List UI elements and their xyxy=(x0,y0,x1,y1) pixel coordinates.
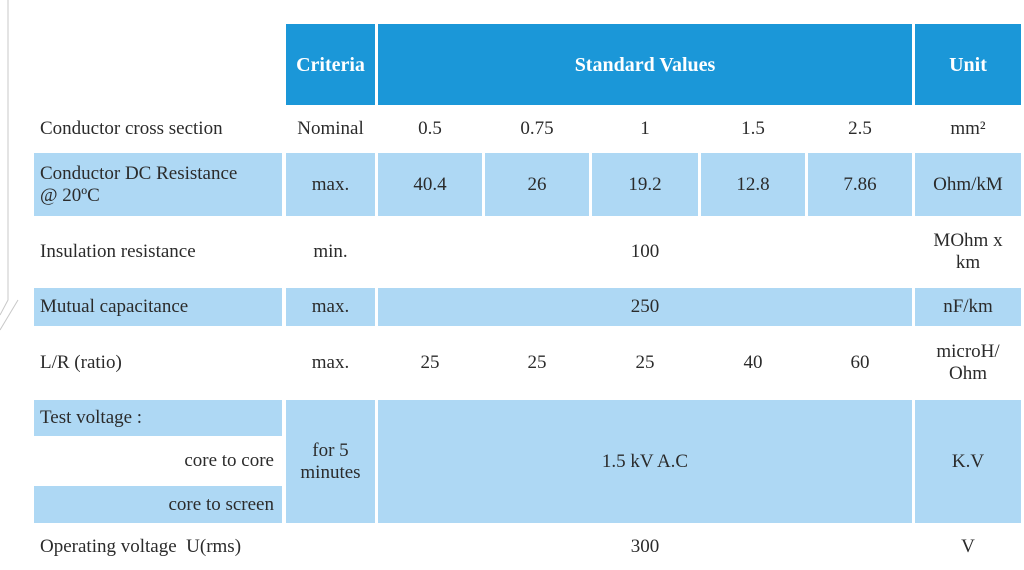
value-test-voltage: 1.5 kV A.C xyxy=(378,400,912,523)
value-cross-section-3: 1 xyxy=(640,118,650,139)
criteria-lr-ratio: max. xyxy=(311,352,350,373)
header-standard-values: Standard Values xyxy=(378,24,912,105)
unit-capacitance: nF/km xyxy=(915,288,1021,326)
unit-insulation: MOhm x km xyxy=(933,230,1003,273)
value-cross-section-2: 0.75 xyxy=(520,118,554,139)
value-operating-voltage: 300 xyxy=(630,536,660,557)
page-edge-decoration xyxy=(0,0,19,331)
row-label-insulation: Insulation resistance xyxy=(40,241,196,262)
criteria-test-voltage: for 5 minutes xyxy=(286,400,375,523)
value-cross-section-5: 2.5 xyxy=(848,118,872,139)
value-capacitance: 250 xyxy=(378,288,912,326)
value-lr-ratio-3: 25 xyxy=(635,352,655,373)
criteria-dc-resistance: max. xyxy=(286,153,375,216)
header-criteria: Criteria xyxy=(286,24,375,105)
value-lr-ratio-4: 40 xyxy=(743,352,763,373)
unit-operating-voltage: V xyxy=(961,536,975,557)
value-cross-section-1: 0.5 xyxy=(418,118,442,139)
value-dc-resistance-3: 19.2 xyxy=(592,153,698,216)
row-label-test-voltage: Test voltage : xyxy=(34,400,282,436)
unit-test-voltage: K.V xyxy=(915,400,1021,523)
value-lr-ratio-2: 25 xyxy=(527,352,547,373)
row-label-core-to-core: core to core xyxy=(184,450,274,471)
unit-cross-section: mm² xyxy=(950,118,986,139)
value-insulation: 100 xyxy=(630,241,660,262)
unit-dc-resistance: Ohm/kM xyxy=(915,153,1021,216)
criteria-cross-section: Nominal xyxy=(297,118,364,139)
row-label-capacitance: Mutual capacitance xyxy=(34,288,282,326)
header-unit: Unit xyxy=(915,24,1021,105)
value-dc-resistance-2: 26 xyxy=(485,153,589,216)
criteria-capacitance: max. xyxy=(286,288,375,326)
row-label-core-to-screen: core to screen xyxy=(34,486,282,523)
row-label-operating-voltage: Operating voltage U(rms) xyxy=(40,536,242,557)
value-dc-resistance-1: 40.4 xyxy=(378,153,482,216)
value-dc-resistance-5: 7.86 xyxy=(808,153,912,216)
criteria-insulation: min. xyxy=(313,241,348,262)
value-lr-ratio-1: 25 xyxy=(420,352,440,373)
row-label-lr-ratio: L/R (ratio) xyxy=(40,352,122,373)
row-label-cross-section: Conductor cross section xyxy=(40,118,223,139)
row-label-dc-resistance: Conductor DC Resistance @ 20ºC xyxy=(34,153,282,216)
unit-lr-ratio: microH/Ohm xyxy=(936,341,1000,384)
value-dc-resistance-4: 12.8 xyxy=(701,153,805,216)
value-cross-section-4: 1.5 xyxy=(741,118,765,139)
value-lr-ratio-5: 60 xyxy=(850,352,870,373)
